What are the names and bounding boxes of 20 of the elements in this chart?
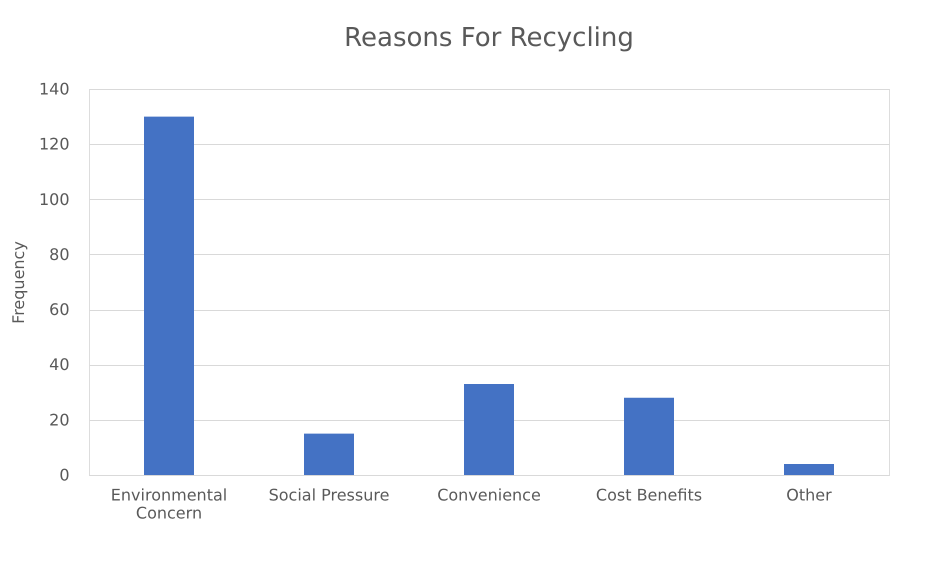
y-axis-title: Frequency xyxy=(8,241,28,324)
bar xyxy=(784,464,834,475)
bar xyxy=(464,384,514,475)
x-tick-label: Cost Benefits xyxy=(596,486,702,504)
y-tick-label: 120 xyxy=(38,134,70,154)
y-tick-label: 20 xyxy=(49,410,70,430)
y-tick-label: 40 xyxy=(49,355,70,374)
x-tick-label: Environmental Concern xyxy=(110,486,228,522)
bar xyxy=(304,434,354,475)
y-tick-label: 140 xyxy=(38,80,70,98)
y-tick-label: 60 xyxy=(49,300,70,320)
x-tick-label: Convenience xyxy=(437,486,541,504)
chart-title: Reasons For Recycling xyxy=(344,23,634,53)
bar xyxy=(624,398,674,475)
y-tick-label: 80 xyxy=(49,244,70,264)
y-tick-label: 0 xyxy=(59,466,70,484)
bar xyxy=(144,116,194,475)
x-tick-label: Other xyxy=(786,486,832,504)
y-tick-label: 100 xyxy=(38,190,70,209)
x-tick-label: Social Pressure xyxy=(268,486,390,504)
